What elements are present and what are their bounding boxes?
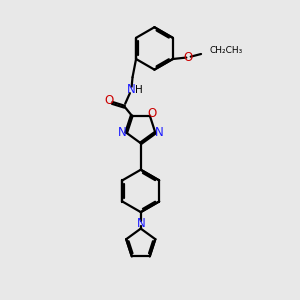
Text: CH₂CH₃: CH₂CH₃ bbox=[210, 46, 243, 55]
Text: H: H bbox=[135, 85, 143, 94]
Text: N: N bbox=[118, 126, 127, 139]
Text: N: N bbox=[136, 217, 145, 230]
Text: N: N bbox=[155, 126, 164, 139]
Text: O: O bbox=[147, 107, 157, 120]
Text: O: O bbox=[184, 51, 193, 64]
Text: N: N bbox=[127, 83, 135, 96]
Text: O: O bbox=[105, 94, 114, 107]
